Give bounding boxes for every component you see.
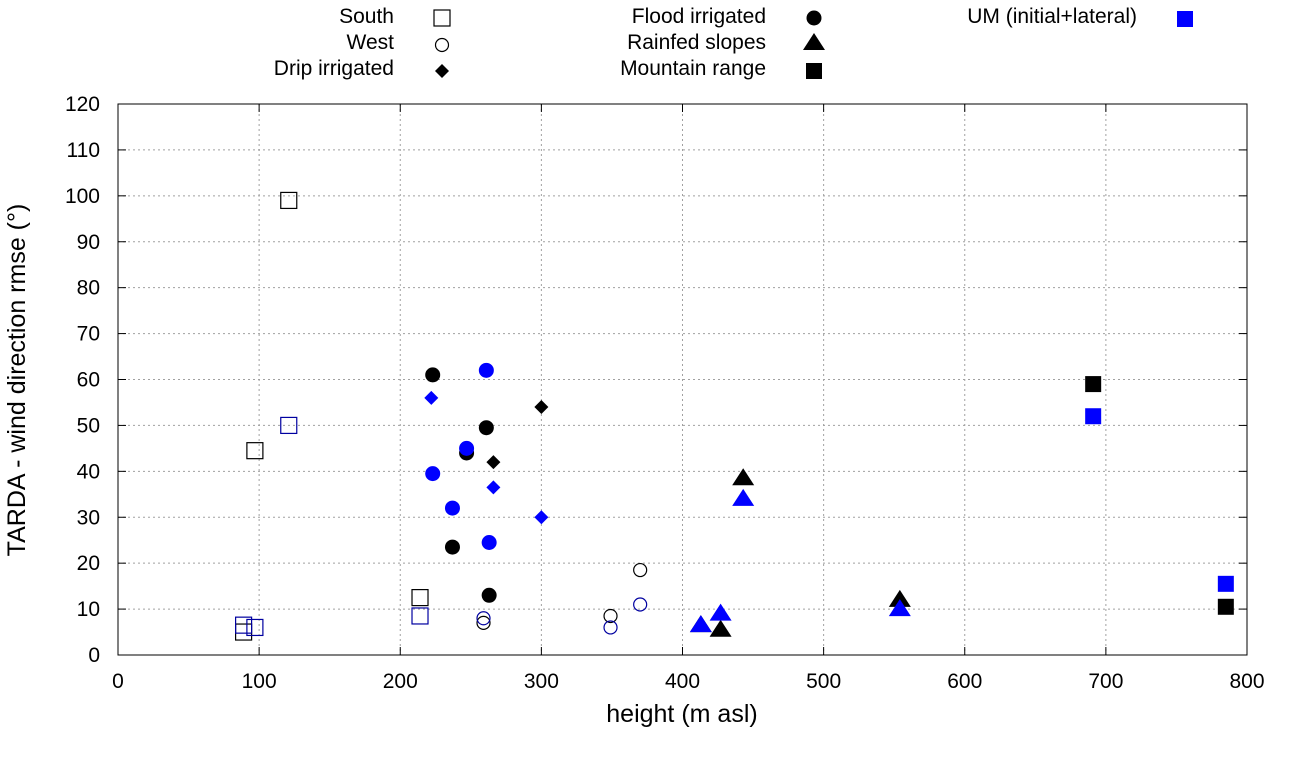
point-south-tarda xyxy=(235,623,253,641)
point-rainfed-slopes-um xyxy=(709,603,732,621)
y-tick-label: 30 xyxy=(77,506,100,529)
point-south-tarda xyxy=(411,589,429,607)
point-flood-irrigated-tarda xyxy=(444,539,460,555)
point-west-um xyxy=(633,597,648,612)
point-west-um xyxy=(476,611,491,626)
y-tick-label: 50 xyxy=(77,414,100,437)
point-flood-irrigated-tarda xyxy=(481,587,497,603)
x-tick-label: 300 xyxy=(524,670,559,693)
y-tick-label: 70 xyxy=(77,323,100,346)
point-drip-irrigated-um xyxy=(486,480,501,495)
y-axis-title: TARDA - wind direction rmse (°) xyxy=(3,204,31,557)
legend-marker xyxy=(433,9,451,27)
point-drip-irrigated-tarda xyxy=(534,400,549,415)
point-south-tarda xyxy=(246,442,264,460)
point-west-tarda xyxy=(633,562,648,578)
legend-marker xyxy=(434,37,450,53)
point-mountain-range-tarda xyxy=(1217,598,1234,615)
legend-marker xyxy=(435,64,449,78)
x-tick-label: 500 xyxy=(806,670,841,693)
legend-label: Rainfed slopes xyxy=(627,31,766,54)
y-tick-label: 110 xyxy=(67,139,100,162)
point-flood-irrigated-um xyxy=(478,362,494,378)
point-west-tarda xyxy=(603,608,618,624)
data-points xyxy=(235,191,1234,641)
axis-ticks: 0 100 200 300 400 500 600 700 800 0 10 20 30 40 50 60 70… xyxy=(65,93,1265,693)
point-rainfed-slopes-tarda xyxy=(709,619,732,637)
y-tick-label: 10 xyxy=(77,598,100,621)
y-tick-label: 80 xyxy=(77,277,100,300)
grid-lines xyxy=(118,104,1247,655)
legend-marker xyxy=(806,63,822,79)
point-drip-irrigated-um xyxy=(424,390,439,405)
x-tick-label: 200 xyxy=(383,670,418,693)
x-tick-label: 100 xyxy=(242,670,277,693)
point-south-um xyxy=(280,416,298,435)
legend-marker xyxy=(803,33,825,50)
point-flood-irrigated-um xyxy=(481,535,497,551)
point-south-um xyxy=(246,618,264,637)
point-mountain-range-um xyxy=(1085,408,1102,425)
legend-label: South xyxy=(339,5,394,28)
point-flood-irrigated-um xyxy=(444,500,460,516)
y-tick-label: 40 xyxy=(77,460,100,483)
x-tick-label: 700 xyxy=(1088,670,1123,693)
legend-marker xyxy=(1177,11,1193,27)
point-south-um xyxy=(235,616,253,634)
point-south-um xyxy=(411,607,429,625)
legend-marker xyxy=(806,10,822,26)
y-tick-label: 20 xyxy=(77,552,100,575)
point-rainfed-slopes-um xyxy=(888,599,911,617)
point-west-um xyxy=(603,620,618,635)
y-tick-label: 60 xyxy=(77,369,100,392)
legend-label: Drip irrigated xyxy=(274,57,394,80)
legend-label: UM (initial+lateral) xyxy=(967,5,1137,28)
x-axis-title: height (m asl) xyxy=(606,700,757,728)
point-rainfed-slopes-um xyxy=(732,488,755,506)
x-tick-label: 400 xyxy=(665,670,700,693)
point-mountain-range-tarda xyxy=(1085,376,1102,393)
y-tick-label: 100 xyxy=(65,185,100,208)
point-mountain-range-um xyxy=(1217,575,1234,592)
legend-label: Mountain range xyxy=(620,57,766,80)
y-tick-label: 90 xyxy=(77,231,100,254)
point-rainfed-slopes-um xyxy=(689,615,712,633)
x-tick-label: 800 xyxy=(1229,670,1264,693)
point-rainfed-slopes-tarda xyxy=(888,589,911,607)
x-tick-label: 600 xyxy=(947,670,982,693)
point-drip-irrigated-um xyxy=(534,510,549,525)
point-drip-irrigated-tarda xyxy=(486,455,501,470)
x-tick-label: 0 xyxy=(112,670,124,693)
point-flood-irrigated-tarda xyxy=(478,420,494,436)
legend: South West Drip irrigated Flood irrigated Ra… xyxy=(274,5,1193,80)
point-flood-irrigated-tarda xyxy=(425,367,441,383)
y-tick-label: 0 xyxy=(88,644,100,667)
y-tick-label: 120 xyxy=(65,93,100,116)
legend-label: West xyxy=(347,31,395,54)
point-west-tarda xyxy=(476,615,491,630)
point-flood-irrigated-um xyxy=(425,466,441,482)
point-rainfed-slopes-tarda xyxy=(732,468,755,486)
legend-label: Flood irrigated xyxy=(632,5,766,28)
point-flood-irrigated-um xyxy=(459,440,475,456)
point-south-tarda xyxy=(280,191,298,210)
